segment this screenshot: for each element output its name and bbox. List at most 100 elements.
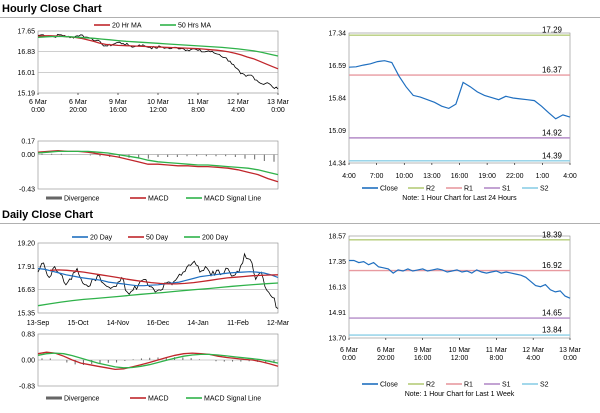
daily-macd-line xyxy=(37,351,279,371)
hourly-price-y-tick: 16.83 xyxy=(17,49,35,56)
daily-price-y-tick: 16.63 xyxy=(17,287,35,294)
daily-legend-20day-label: 20 Day xyxy=(90,235,113,242)
hourly-section-title: Hourly Close Chart xyxy=(2,3,102,15)
hourly-macd-legend-divergence-label: Divergence xyxy=(64,196,100,203)
daily-price-x-tick-label: 11-Feb xyxy=(227,320,249,327)
daily-levels-legend-close-label: Close xyxy=(380,382,398,389)
hourly-legend-ma50-label: 50 Hrs MA xyxy=(178,23,211,30)
hourly-price-x-tick-label: 13 Mar xyxy=(267,99,289,106)
hourly-macd-frame xyxy=(37,140,279,190)
hourly-levels-y-tick: 16.59 xyxy=(328,63,346,70)
hourly-price-y-tick: 17.65 xyxy=(17,29,35,36)
hourly-levels-y-tick: 17.34 xyxy=(328,31,346,38)
hourly-price-x-tick-label: 10 Mar xyxy=(147,99,169,106)
daily-legend-200day-label: 200 Day xyxy=(202,235,229,242)
daily-price-x-tick-label: 14-Jan xyxy=(187,320,209,327)
daily-levels-x-tick-label: 0:00 xyxy=(563,355,577,362)
daily-price-ma200-line xyxy=(37,282,279,307)
hourly-levels-close-line xyxy=(348,60,571,120)
daily-macd-y-tick: 0.83 xyxy=(21,332,35,339)
daily-price-ma50-line xyxy=(49,269,279,285)
hourly-price-ma50-line xyxy=(37,35,279,57)
hourly-levels-legend-close-label: Close xyxy=(380,186,398,193)
hourly-levels-frame xyxy=(348,32,571,164)
hourly-macd-y-tick: 0.17 xyxy=(21,139,35,146)
daily-price-x-tick-label: 14-Nov xyxy=(107,320,130,327)
daily-levels-x-tick-label: 16:00 xyxy=(414,355,432,362)
daily-price-x-tick-label: 13-Sep xyxy=(27,320,50,327)
daily-levels-x-tick-label: 10 Mar xyxy=(449,347,471,354)
hourly-levels-x-tick-label: 22:00 xyxy=(506,173,524,180)
hourly-macd-legend-signal-label: MACD Signal Line xyxy=(204,196,261,203)
hourly-macd-legend-macd-label: MACD xyxy=(148,196,169,203)
daily-price-x-tick-label: 16-Dec xyxy=(147,320,170,327)
hourly-levels-y-tick: 15.09 xyxy=(328,128,346,135)
hourly-price-x-tick-label: 0:00 xyxy=(31,107,45,114)
hourly-levels-legend-r2-label: R2 xyxy=(426,186,435,193)
daily-levels-y-tick: 18.57 xyxy=(328,234,346,241)
daily-levels-x-tick-label: 12 Mar xyxy=(522,347,544,354)
daily-section-title: Daily Close Chart xyxy=(2,209,94,221)
hourly-price-y-tick: 16.01 xyxy=(17,70,35,77)
daily-levels-x-tick-label: 11 Mar xyxy=(486,347,508,354)
hourly-levels-legend-r1-label: R1 xyxy=(464,186,473,193)
daily-levels-x-tick-label: 6 Mar xyxy=(340,347,359,354)
daily-levels-r1-level-label: 16.92 xyxy=(542,261,563,270)
hourly-levels-note: Note: 1 Hour Chart for Last 24 Hours xyxy=(402,195,517,202)
hourly-price-x-tick-label: 6 Mar xyxy=(29,99,48,106)
hourly-levels-x-tick-label: 4:00 xyxy=(563,173,577,180)
daily-price-ma20-line xyxy=(37,267,279,287)
hourly-price-x-tick-label: 8:00 xyxy=(191,107,205,114)
daily-legend-50day-label: 50 Day xyxy=(146,235,169,242)
daily-levels-legend-s1-label: S1 xyxy=(502,382,511,389)
hourly-levels-y-tick: 14.34 xyxy=(328,161,346,168)
daily-macd-legend-divergence-label: Divergence xyxy=(64,396,100,403)
hourly-levels-x-tick-label: 16:00 xyxy=(451,173,469,180)
daily-levels-legend-s2-label: S2 xyxy=(540,382,549,389)
daily-macd-legend-macd-label: MACD xyxy=(148,396,169,403)
hourly-price-x-tick-label: 11 Mar xyxy=(187,99,209,106)
daily-levels-y-tick: 13.70 xyxy=(328,336,346,343)
daily-levels-y-tick: 17.35 xyxy=(328,259,346,266)
daily-levels-x-tick-label: 0:00 xyxy=(342,355,356,362)
daily-levels-x-tick-label: 6 Mar xyxy=(377,347,396,354)
daily-price-y-tick: 17.91 xyxy=(17,264,35,271)
daily-levels-x-tick-label: 8:00 xyxy=(490,355,504,362)
hourly-macd-y-tick: -0.43 xyxy=(19,187,35,194)
hourly-levels-x-tick-label: 4:00 xyxy=(342,173,356,180)
daily-price-y-tick: 15.35 xyxy=(17,311,35,318)
daily-macd-legend-signal-label: MACD Signal Line xyxy=(204,396,261,403)
hourly-price-x-tick-label: 16:00 xyxy=(109,107,127,114)
hourly-price-x-tick-label: 4:00 xyxy=(231,107,245,114)
hourly-levels-x-tick-label: 1:00 xyxy=(536,173,550,180)
hourly-legend-ma20-label: 20 Hr MA xyxy=(112,23,142,30)
daily-levels-legend-r2-label: R2 xyxy=(426,382,435,389)
daily-levels-x-tick-label: 20:00 xyxy=(377,355,395,362)
hourly-levels-legend-s1-label: S1 xyxy=(502,186,511,193)
daily-macd-y-tick: 0.00 xyxy=(21,358,35,365)
daily-section-rule xyxy=(0,223,600,224)
hourly-levels-s1-level-label: 14.92 xyxy=(542,128,563,137)
daily-levels-x-tick-label: 12:00 xyxy=(451,355,469,362)
daily-levels-y-tick: 14.91 xyxy=(328,310,346,317)
daily-levels-r2-level-label: 18.39 xyxy=(542,230,563,239)
hourly-levels-x-tick-label: 10:00 xyxy=(395,173,413,180)
daily-levels-s2-level-label: 13.84 xyxy=(542,326,563,335)
daily-levels-legend-r1-label: R1 xyxy=(464,382,473,389)
daily-levels-frame xyxy=(348,235,571,339)
daily-price-y-tick: 19.20 xyxy=(17,241,35,248)
daily-levels-close-line xyxy=(349,259,571,299)
hourly-price-x-tick-label: 12:00 xyxy=(149,107,167,114)
daily-levels-x-tick-label: 9 Mar xyxy=(414,347,433,354)
daily-macd-signal-line xyxy=(37,352,279,369)
daily-price-x-tick-label: 15-Oct xyxy=(67,320,88,327)
hourly-price-x-tick-label: 12 Mar xyxy=(227,99,249,106)
daily-price-frame xyxy=(37,242,279,314)
daily-levels-x-tick-label: 4:00 xyxy=(526,355,540,362)
hourly-levels-x-tick-label: 13:00 xyxy=(423,173,441,180)
hourly-levels-s2-level-label: 14.39 xyxy=(542,151,563,160)
hourly-price-x-tick-label: 9 Mar xyxy=(109,99,128,106)
hourly-price-x-tick-label: 20:00 xyxy=(69,107,87,114)
daily-levels-y-tick: 16.13 xyxy=(328,285,346,292)
